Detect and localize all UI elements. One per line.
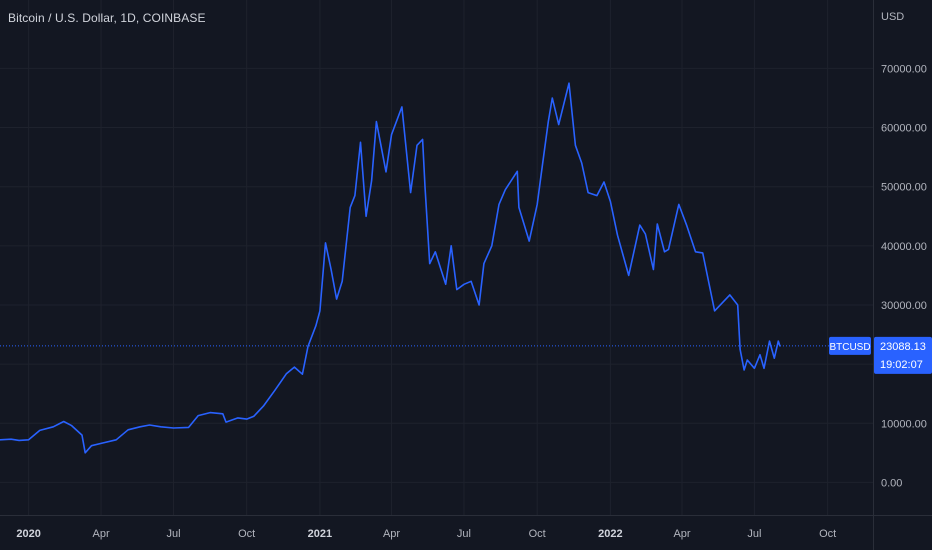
x-tick-label: 2020 bbox=[16, 528, 40, 540]
y-tick-label: 0.00 bbox=[881, 477, 902, 489]
y-tick-label: 50000.00 bbox=[881, 182, 927, 194]
price-tag bbox=[874, 336, 932, 374]
series-layer bbox=[0, 82, 873, 454]
currency-label: USD bbox=[881, 11, 904, 23]
x-tick-label: Jul bbox=[166, 528, 180, 540]
x-tick-label: Apr bbox=[383, 528, 400, 540]
x-tick-label: Jul bbox=[747, 528, 761, 540]
symbol-tag bbox=[829, 336, 871, 355]
y-tick-label: 10000.00 bbox=[881, 418, 927, 430]
y-tick-label: 40000.00 bbox=[881, 241, 927, 253]
y-tick-label: 70000.00 bbox=[881, 63, 927, 75]
y-tick-label: 60000.00 bbox=[881, 123, 927, 135]
y-tick-label: 30000.00 bbox=[881, 300, 927, 312]
chart-title: Bitcoin / U.S. Dollar, 1D, COINBASE bbox=[8, 11, 206, 25]
x-tick-label: Oct bbox=[819, 528, 836, 540]
x-tick-label: Oct bbox=[529, 528, 546, 540]
price-badge: BTCUSD 23088.13 19:02:07 bbox=[829, 336, 932, 374]
price-tag-value: 23088.13 bbox=[880, 341, 926, 353]
x-tick-label: Oct bbox=[238, 528, 255, 540]
x-tick-label: Jul bbox=[457, 528, 471, 540]
price-tag-countdown: 19:02:07 bbox=[880, 359, 923, 371]
symbol-tag-label: BTCUSD bbox=[829, 342, 870, 353]
x-tick-label: 2022 bbox=[598, 528, 622, 540]
btcusd-series-line bbox=[0, 82, 781, 454]
grid bbox=[0, 0, 873, 515]
x-tick-label: 2021 bbox=[308, 528, 332, 540]
x-tick-label: Apr bbox=[673, 528, 690, 540]
x-tick-label: Apr bbox=[93, 528, 110, 540]
